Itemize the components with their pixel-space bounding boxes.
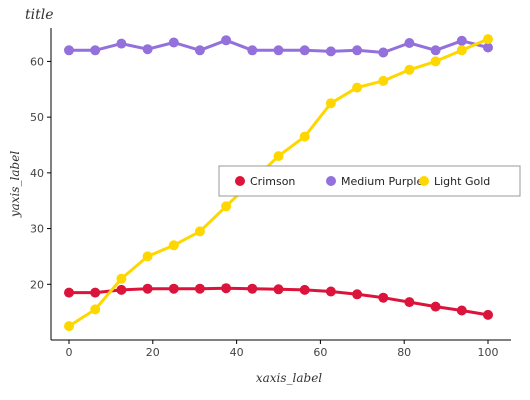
legend-label-crimson: Crimson — [250, 175, 295, 188]
data-point-light-gold — [325, 98, 336, 109]
data-point-medium-purple — [325, 46, 336, 57]
data-point-light-gold — [90, 304, 101, 315]
series-crimson — [64, 283, 493, 320]
data-point-light-gold — [378, 75, 389, 86]
data-point-light-gold — [64, 321, 74, 332]
data-point-medium-purple — [378, 47, 389, 58]
x-tick-label: 0 — [66, 346, 73, 359]
data-point-medium-purple — [404, 38, 415, 48]
y-tick-label: 30 — [30, 223, 44, 236]
data-point-medium-purple — [273, 45, 284, 56]
data-point-crimson — [325, 286, 336, 297]
data-point-light-gold — [404, 64, 415, 75]
data-point-light-gold — [142, 251, 153, 262]
data-point-medium-purple — [299, 45, 310, 56]
x-axis-title: xaxis_label — [256, 371, 322, 385]
data-point-medium-purple — [142, 44, 153, 55]
legend-marker-light-gold — [419, 176, 429, 186]
data-point-medium-purple — [430, 45, 441, 56]
data-point-crimson — [194, 283, 205, 294]
legend-label-light-gold: Light Gold — [434, 175, 490, 188]
data-point-medium-purple — [90, 45, 101, 56]
data-point-light-gold — [299, 131, 310, 142]
data-point-crimson — [168, 283, 179, 294]
data-point-crimson — [64, 287, 74, 298]
x-tick-label: 20 — [146, 346, 160, 359]
legend: Crimson Medium Purple Light Gold — [218, 165, 521, 197]
data-point-light-gold — [456, 45, 467, 56]
data-point-medium-purple — [483, 42, 493, 53]
data-point-crimson — [247, 283, 258, 294]
data-point-crimson — [142, 283, 153, 294]
data-point-crimson — [116, 284, 127, 295]
data-point-light-gold — [352, 82, 363, 93]
legend-label-medium-purple: Medium Purple — [341, 175, 423, 188]
data-point-medium-purple — [456, 35, 467, 46]
data-point-medium-purple — [247, 45, 258, 56]
data-point-crimson — [456, 305, 467, 316]
x-tick-label: 80 — [397, 346, 411, 359]
data-point-crimson — [90, 287, 101, 298]
data-point-light-gold — [221, 201, 232, 212]
data-point-light-gold — [194, 226, 205, 237]
legend-marker-medium-purple — [326, 176, 336, 186]
y-axis-ticks: 20 30 40 50 60 — [30, 55, 51, 291]
x-axis-ticks: 0 20 40 60 80 100 — [66, 340, 499, 359]
data-point-crimson — [483, 309, 493, 320]
data-point-medium-purple — [168, 37, 179, 48]
data-point-medium-purple — [194, 45, 205, 56]
data-point-crimson — [273, 284, 284, 295]
x-tick-label: 60 — [313, 346, 327, 359]
x-tick-label: 100 — [478, 346, 499, 359]
data-point-light-gold — [168, 240, 179, 251]
legend-box — [218, 165, 521, 197]
data-point-medium-purple — [221, 35, 232, 46]
data-point-crimson — [299, 284, 310, 295]
data-point-medium-purple — [116, 38, 127, 49]
data-point-light-gold — [483, 34, 493, 45]
y-axis-title: yaxis_label — [8, 151, 22, 218]
series-light-gold — [64, 34, 493, 332]
data-point-medium-purple — [64, 45, 74, 56]
y-tick-label: 40 — [30, 167, 44, 180]
data-point-medium-purple — [352, 45, 363, 56]
data-point-light-gold — [430, 56, 441, 67]
x-tick-label: 40 — [230, 346, 244, 359]
plot-area — [64, 34, 493, 332]
data-point-crimson — [404, 297, 415, 308]
y-tick-label: 50 — [30, 111, 44, 124]
y-tick-label: 60 — [30, 55, 44, 68]
series-medium-purple — [64, 35, 493, 58]
data-point-light-gold — [116, 273, 127, 284]
data-point-crimson — [221, 283, 232, 294]
chart-title: title — [25, 7, 54, 23]
y-tick-label: 20 — [30, 278, 44, 291]
data-point-light-gold — [273, 151, 284, 162]
data-point-crimson — [430, 301, 441, 312]
data-point-crimson — [378, 292, 389, 303]
legend-marker-crimson — [235, 176, 245, 186]
data-point-crimson — [352, 289, 363, 300]
